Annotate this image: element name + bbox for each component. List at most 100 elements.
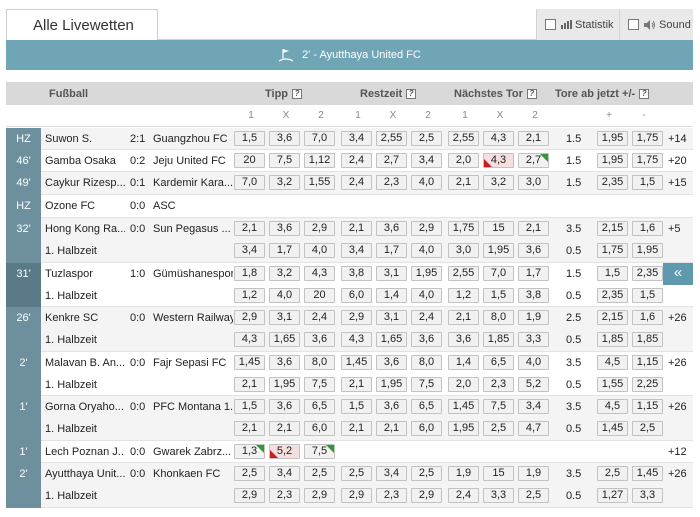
more-markets-link[interactable]: +14	[668, 133, 687, 145]
odds-button[interactable]: 1,5	[234, 131, 265, 146]
odds-button[interactable]: 6,5	[304, 399, 335, 414]
odds-button[interactable]: 4,3	[483, 131, 514, 146]
odds-button[interactable]: 3,4	[518, 399, 549, 414]
odds-button[interactable]: 3,6	[376, 355, 407, 370]
odds-button[interactable]: 1,75	[632, 153, 663, 168]
odds-button[interactable]: 1,9	[448, 466, 479, 481]
odds-button[interactable]: 1,55	[304, 175, 335, 190]
odds-button[interactable]: 1,85	[632, 332, 663, 347]
more-markets-link[interactable]: +26	[668, 401, 687, 413]
odds-button[interactable]: 4,5	[597, 355, 628, 370]
odds-button[interactable]: 1,4	[448, 355, 479, 370]
odds-button[interactable]: 2,9	[341, 488, 372, 503]
odds-button[interactable]: 3,6	[269, 399, 300, 414]
odds-button[interactable]: 3,8	[518, 288, 549, 303]
sound-toggle[interactable]: Sound	[619, 9, 693, 40]
more-markets-link[interactable]: +26	[668, 468, 687, 480]
odds-button[interactable]: 2,9	[411, 488, 442, 503]
odds-button[interactable]: 3,1	[376, 266, 407, 281]
odds-button[interactable]: 1,5	[632, 288, 663, 303]
odds-button[interactable]: 3,6	[448, 332, 479, 347]
odds-button[interactable]: 1,95	[597, 153, 628, 168]
odds-button[interactable]: 1,5	[597, 266, 628, 281]
odds-button[interactable]: 4,7	[518, 421, 549, 436]
odds-button[interactable]: 2,9	[341, 310, 372, 325]
odds-button[interactable]: 2,1	[341, 221, 372, 236]
odds-button[interactable]: 1,2	[448, 288, 479, 303]
odds-button[interactable]: 2,9	[234, 488, 265, 503]
odds-button[interactable]: 3,6	[376, 221, 407, 236]
odds-button[interactable]: 1,9	[518, 466, 549, 481]
odds-button[interactable]: 2,15	[597, 221, 628, 236]
odds-button[interactable]: 2,4	[448, 488, 479, 503]
odds-button[interactable]: 1,2	[234, 288, 265, 303]
odds-button[interactable]: 4,3	[304, 266, 335, 281]
odds-button[interactable]: 2,25	[632, 377, 663, 392]
odds-button[interactable]: 2,1	[518, 131, 549, 146]
more-markets-link[interactable]: +26	[668, 312, 687, 324]
odds-button[interactable]: 1,55	[597, 377, 628, 392]
odds-button[interactable]: 2,5	[632, 421, 663, 436]
odds-button[interactable]: 2,1	[376, 421, 407, 436]
odds-button[interactable]: 1,7	[376, 243, 407, 258]
odds-button[interactable]: 1,12	[304, 153, 335, 168]
odds-button[interactable]: 3,6	[376, 399, 407, 414]
odds-button[interactable]: 1,45	[448, 399, 479, 414]
odds-button[interactable]: 5,2	[518, 377, 549, 392]
odds-button[interactable]: 2,35	[597, 288, 628, 303]
odds-button[interactable]: 3,6	[269, 221, 300, 236]
odds-button[interactable]: 3,4	[376, 466, 407, 481]
odds-button[interactable]: 20	[234, 153, 265, 168]
odds-button[interactable]: 1,65	[376, 332, 407, 347]
odds-button[interactable]: 2,1	[518, 221, 549, 236]
odds-button[interactable]: 7,5	[304, 444, 335, 459]
odds-button[interactable]: 1,95	[597, 131, 628, 146]
odds-button[interactable]: 4,5	[597, 399, 628, 414]
odds-button[interactable]: 4,3	[483, 153, 514, 168]
odds-button[interactable]: 1,6	[632, 221, 663, 236]
odds-button[interactable]: 3,8	[341, 266, 372, 281]
odds-button[interactable]: 2,0	[448, 153, 479, 168]
odds-button[interactable]: 2,1	[234, 377, 265, 392]
odds-button[interactable]: 1,5	[483, 288, 514, 303]
odds-button[interactable]: 4,0	[411, 288, 442, 303]
odds-button[interactable]: 2,5	[597, 466, 628, 481]
help-icon[interactable]: ?	[406, 89, 417, 99]
odds-button[interactable]: 2,9	[304, 221, 335, 236]
odds-button[interactable]: 4,0	[518, 355, 549, 370]
odds-button[interactable]: 15	[483, 466, 514, 481]
odds-button[interactable]: 2,55	[448, 266, 479, 281]
odds-button[interactable]: 6,5	[483, 355, 514, 370]
odds-button[interactable]: 1,15	[632, 355, 663, 370]
odds-button[interactable]: 1,85	[597, 332, 628, 347]
odds-button[interactable]: 7,5	[304, 377, 335, 392]
odds-button[interactable]: 1,8	[234, 266, 265, 281]
odds-button[interactable]: 1,7	[518, 266, 549, 281]
odds-button[interactable]: 6,0	[341, 288, 372, 303]
odds-button[interactable]: 2,3	[483, 377, 514, 392]
odds-button[interactable]: 1,65	[269, 332, 300, 347]
odds-button[interactable]: 7,5	[483, 399, 514, 414]
odds-button[interactable]: 2,5	[234, 466, 265, 481]
odds-button[interactable]: 1,15	[632, 399, 663, 414]
odds-button[interactable]: 3,6	[411, 332, 442, 347]
odds-button[interactable]: 3,3	[632, 488, 663, 503]
tab-alle-livewetten[interactable]: Alle Livewetten	[6, 9, 158, 40]
odds-button[interactable]: 20	[304, 288, 335, 303]
odds-button[interactable]: 1,5	[632, 175, 663, 190]
help-icon[interactable]: ?	[292, 89, 303, 99]
odds-button[interactable]: 1,95	[632, 243, 663, 258]
odds-button[interactable]: 3,3	[518, 332, 549, 347]
odds-button[interactable]: 3,6	[269, 131, 300, 146]
odds-button[interactable]: 2,55	[376, 131, 407, 146]
odds-button[interactable]: 3,4	[269, 466, 300, 481]
odds-button[interactable]: 3,4	[411, 153, 442, 168]
odds-button[interactable]: 1,95	[411, 266, 442, 281]
odds-button[interactable]: 2,1	[448, 310, 479, 325]
odds-button[interactable]: 2,35	[632, 266, 663, 281]
odds-button[interactable]: 1,95	[448, 421, 479, 436]
odds-button[interactable]: 1,27	[597, 488, 628, 503]
odds-button[interactable]: 1,75	[448, 221, 479, 236]
help-icon[interactable]: ?	[526, 89, 537, 99]
odds-button[interactable]: 2,1	[448, 175, 479, 190]
